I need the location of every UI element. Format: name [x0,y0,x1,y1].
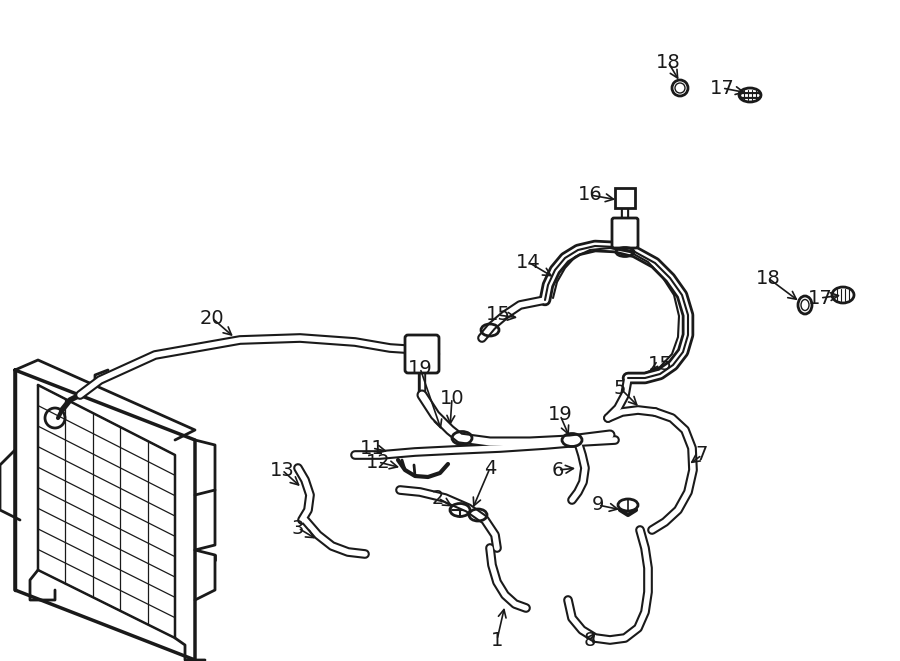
Text: 18: 18 [655,52,680,71]
Text: 16: 16 [578,186,602,204]
Text: 12: 12 [365,453,391,471]
Text: 8: 8 [584,631,596,650]
Text: 19: 19 [547,405,572,424]
Text: 17: 17 [709,79,734,98]
Text: 15: 15 [486,305,510,325]
Text: 6: 6 [552,461,564,479]
Text: 15: 15 [648,356,672,375]
Text: 19: 19 [408,358,432,377]
FancyBboxPatch shape [612,218,638,248]
Text: 10: 10 [440,389,464,407]
Text: 14: 14 [516,253,540,272]
Text: 2: 2 [432,488,445,508]
Text: 3: 3 [292,518,304,537]
Text: 1: 1 [491,631,503,650]
Text: 13: 13 [270,461,294,479]
Text: 5: 5 [614,379,626,397]
Text: 18: 18 [756,268,780,288]
Text: 20: 20 [200,309,224,327]
Text: 11: 11 [360,438,384,457]
Text: 17: 17 [807,288,833,307]
Text: 4: 4 [484,459,496,477]
Text: 7: 7 [696,446,708,465]
FancyBboxPatch shape [405,335,439,373]
Text: 9: 9 [592,496,604,514]
FancyBboxPatch shape [615,188,635,208]
